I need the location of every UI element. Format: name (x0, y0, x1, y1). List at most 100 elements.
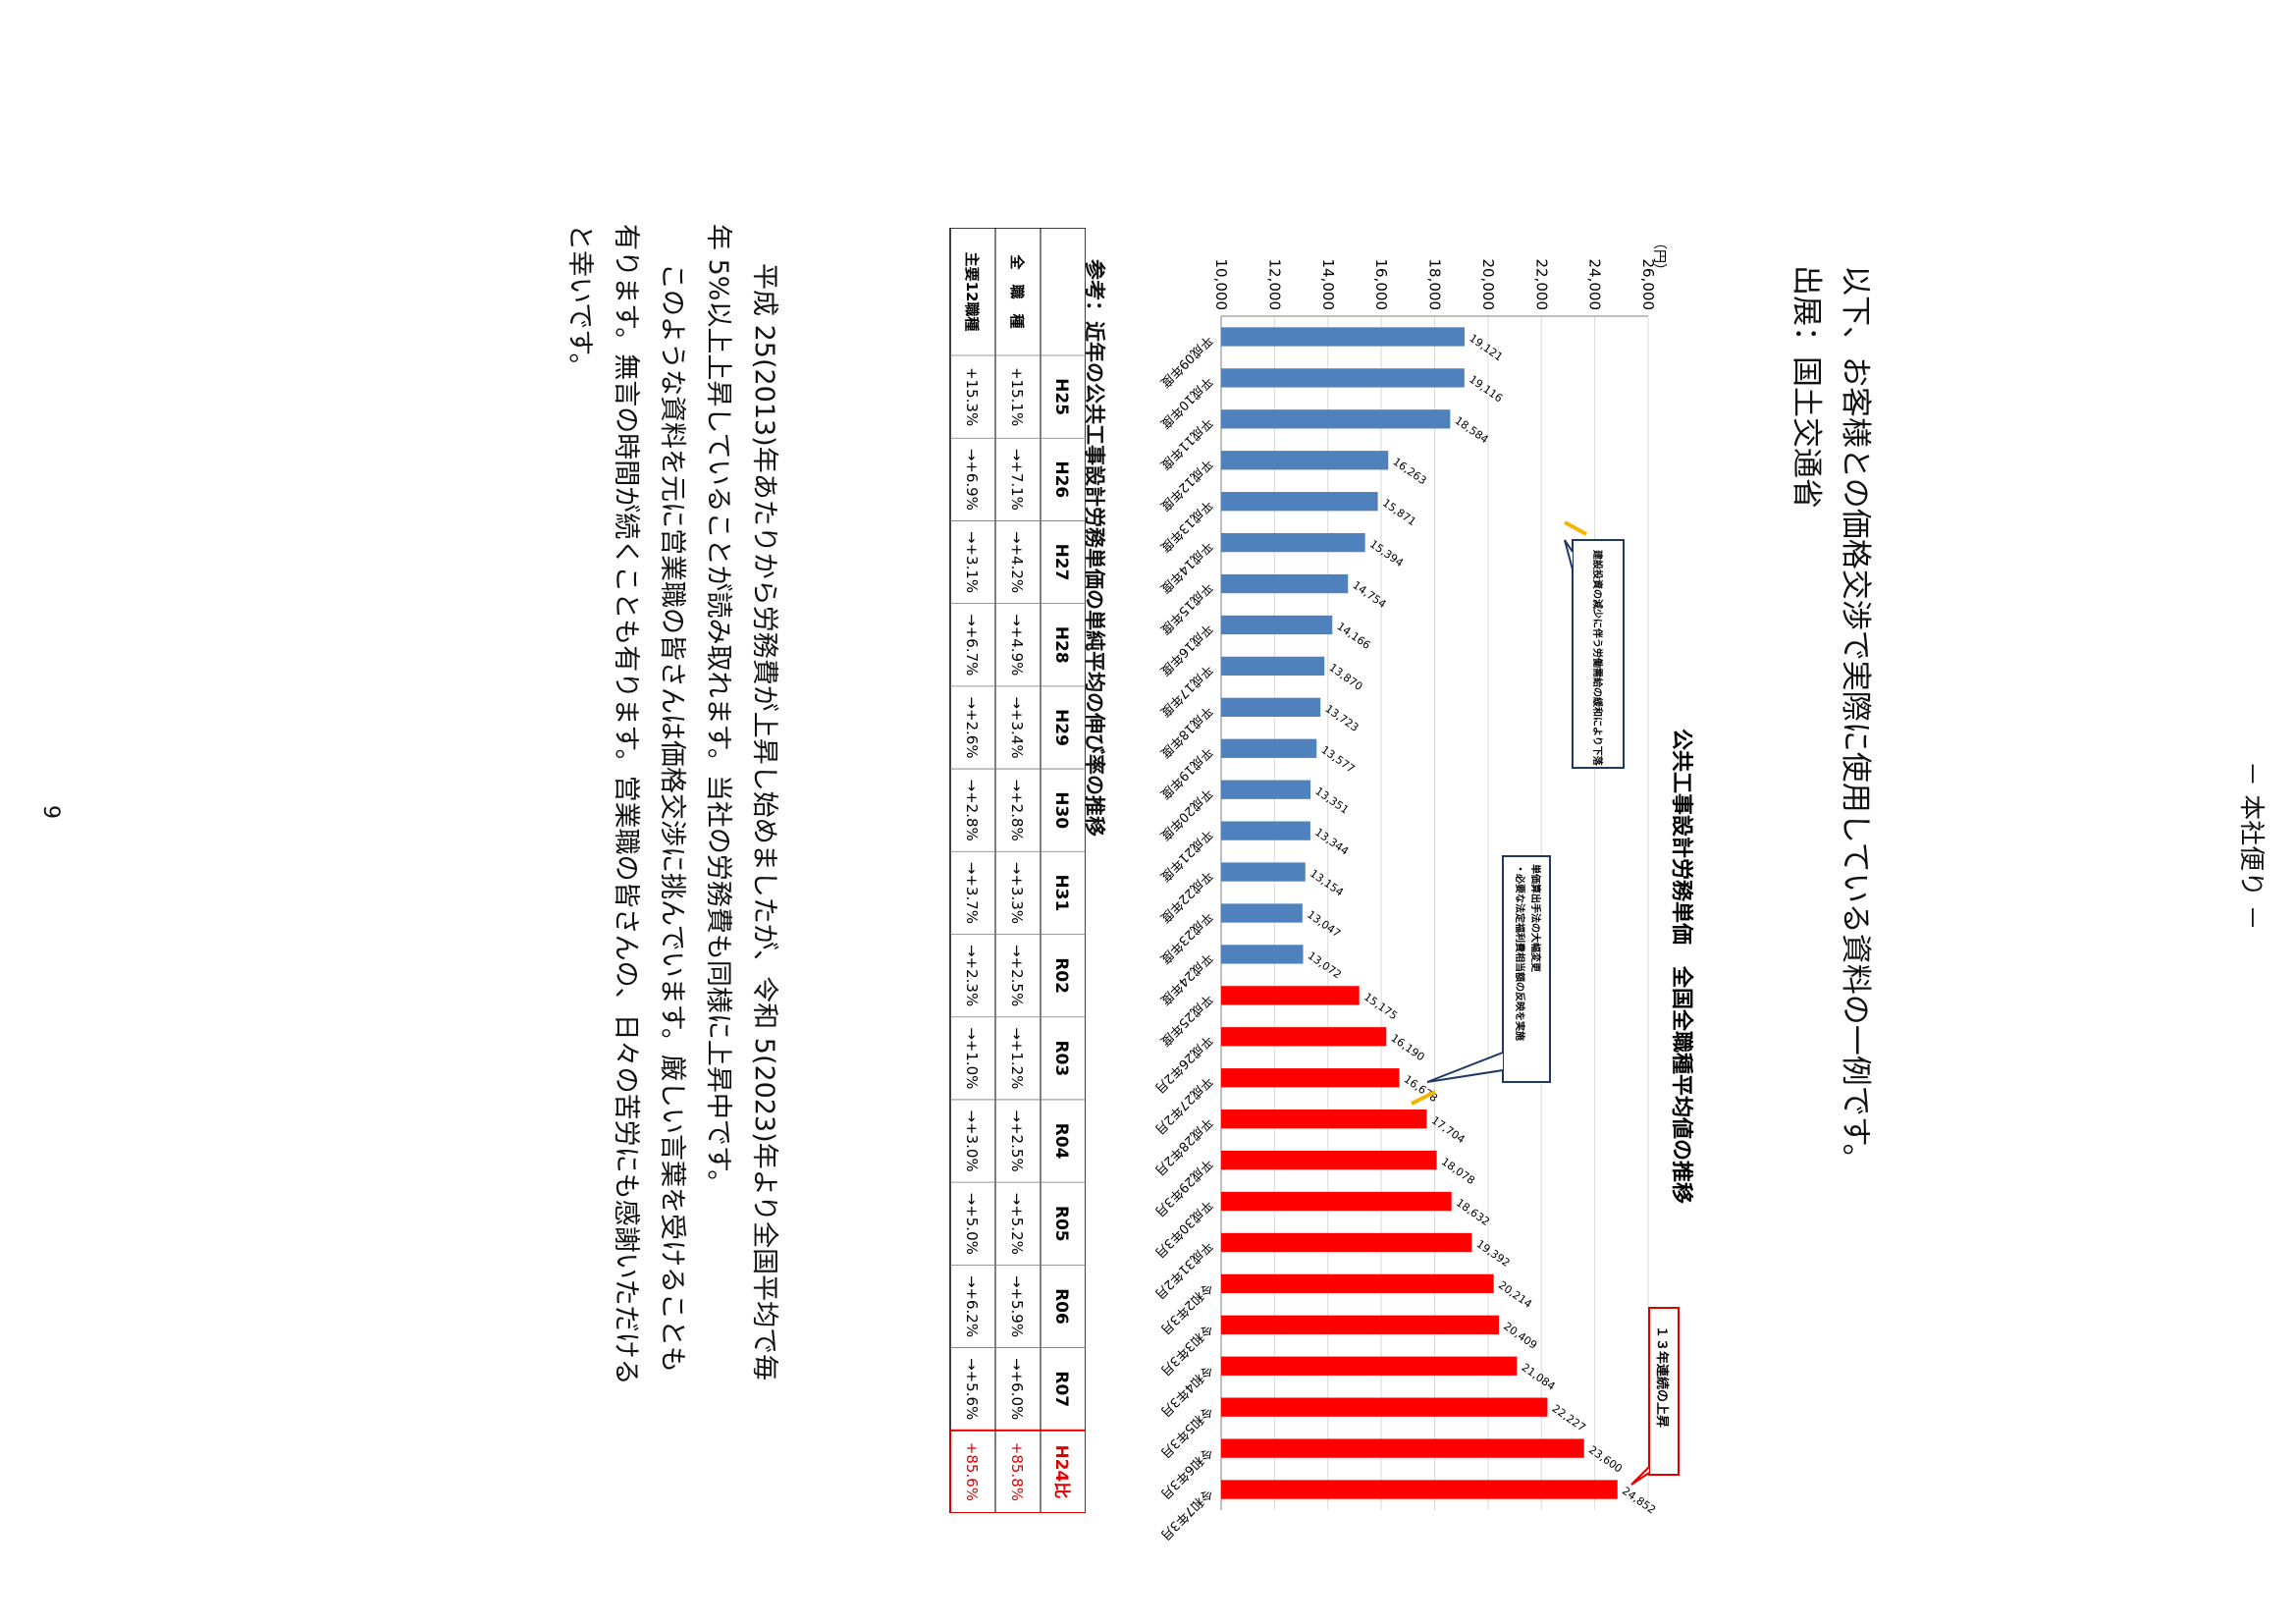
chart-y-unit-label: （円） (1651, 236, 1667, 277)
chart-rotated-group: 公共工事設計労務単価 全国全職種平均値の推移 （円） 10,000 12,000 14,… (1151, 236, 1694, 1543)
chart-bar (1220, 697, 1321, 717)
y-tick-label: 16,000 (1372, 259, 1390, 311)
chart-bar (1221, 1273, 1494, 1294)
chart-bar (1220, 1480, 1618, 1499)
table-cell: →+5.2% (1008, 1193, 1026, 1255)
bar-value-label: 18,632 (1454, 1196, 1492, 1228)
y-tick-label: 18,000 (1426, 259, 1444, 311)
chart-bar (1221, 1110, 1427, 1129)
table-cell: →+2.5% (1008, 945, 1026, 1006)
bar-value-label: 22,227 (1550, 1402, 1588, 1435)
bar-value-label: 24,852 (1620, 1485, 1658, 1517)
source-text: 出展：国土交通省 (1789, 265, 1824, 509)
bar-value-label: 19,392 (1474, 1237, 1513, 1270)
table-cell: →+6.7% (963, 614, 981, 676)
table-header-cell: R02 (1051, 957, 1071, 994)
chart-bar (1221, 1027, 1387, 1047)
annotation-callout: 単価算出手法の大幅変更・必要な法定福利費相当額の反映を実施 (1411, 855, 1551, 1106)
table-header-cell: H25 (1051, 378, 1071, 415)
annotation-pointer (1564, 539, 1574, 570)
table-cell: →+3.0% (963, 1110, 981, 1171)
chart-bar (1221, 1150, 1437, 1170)
annotation-box (1648, 1307, 1680, 1476)
y-tick-label: 20,000 (1479, 259, 1497, 311)
chart-bar (1221, 1191, 1452, 1212)
bar-value-label: 21,084 (1520, 1361, 1558, 1393)
annotation-text: ・必要な法定福利費相当額の反映を実施 (1514, 864, 1526, 1041)
chart-bar (1221, 862, 1306, 882)
table-header-cell: R04 (1051, 1123, 1071, 1160)
y-tick-label: 14,000 (1319, 259, 1337, 311)
table-cell: +85.8% (1008, 1442, 1026, 1501)
bar-value-label: 14,754 (1351, 578, 1389, 611)
bar-value-label: 14,166 (1335, 620, 1373, 652)
labor-cost-chart: 公共工事設計労務単価 全国全職種平均値の推移 （円） 10,000 12,000 14,… (950, 228, 1712, 1549)
table-cell: →+5.0% (963, 1193, 981, 1255)
bar-value-label: 13,072 (1306, 949, 1344, 982)
body-paragraph-line: 有ります。無言の時間が続くことも有ります。営業職の皆さんの、日々の苦労にも感謝い… (611, 224, 641, 1385)
chart-svg: 公共工事設計労務単価 全国全職種平均値の推移 （円） 10,000 12,000 14,… (1151, 236, 1694, 1543)
chart-bar (1221, 1356, 1518, 1376)
bar-value-label: 13,870 (1326, 661, 1364, 693)
chart-bar (1221, 986, 1360, 1005)
table-cell: →+3.7% (963, 862, 981, 924)
chart-bar (1221, 573, 1349, 594)
chart-bar (1221, 368, 1465, 388)
y-tick-label: 26,000 (1639, 259, 1657, 311)
bar-value-label: 19,116 (1467, 373, 1505, 406)
bar-value-label: 23,600 (1586, 1443, 1625, 1476)
annotation-callout: 建設投資の減少に伴う労働需給の緩和により下落 (1564, 520, 1625, 769)
table-cell: →+3.3% (1008, 862, 1026, 924)
bar-value-label: 20,214 (1496, 1278, 1534, 1311)
chart-bar (1221, 656, 1325, 677)
chart-bar (1221, 780, 1311, 799)
chart-bar (1221, 327, 1465, 347)
table-cell: →+5.6% (963, 1358, 981, 1420)
table-cell: →+3.4% (1008, 696, 1026, 758)
annotation-arrow-icon (1564, 520, 1587, 536)
annotation-box (1572, 539, 1625, 769)
annotation-text: １３年連続の上昇 (1654, 1326, 1670, 1428)
annotation-text: 単価算出手法の大幅変更 (1529, 864, 1542, 973)
chart-bar (1221, 409, 1451, 429)
table-cell: →+2.5% (1008, 1110, 1026, 1171)
table-cell: →+1.0% (963, 1027, 981, 1089)
bar-value-label: 13,577 (1319, 743, 1358, 776)
table-header-cell: H27 (1051, 544, 1071, 581)
bar-value-label: 13,047 (1305, 908, 1343, 941)
table-caption: 参考：近年の公共工事設計労務単価の単純平均の伸び率の推移 (1083, 259, 1106, 837)
body-paragraph-line: と幸いです。 (564, 224, 595, 380)
table-header-cell: R07 (1051, 1371, 1071, 1407)
page-header-title: － 本社便り － (2236, 761, 2266, 931)
bar-value-label: 13,344 (1312, 826, 1351, 858)
table-cell: +15.1% (1008, 367, 1026, 426)
growth-rate-table: H25 H26 H27 H28 H29 H30 H31 R02 R03 R04 R05 R06 R07 H… (948, 227, 1087, 1515)
table-cell: →+4.9% (1008, 614, 1026, 676)
table-cell: →+2.6% (963, 696, 981, 758)
bar-value-label: 15,871 (1380, 496, 1418, 528)
table-cell: +15.3% (963, 367, 981, 426)
annotation-pointer (1426, 1052, 1504, 1083)
chart-bar (1221, 1315, 1499, 1334)
table-cell: →+6.2% (963, 1275, 981, 1337)
chart-bar (1221, 1397, 1548, 1417)
chart-bar (1221, 532, 1365, 553)
table-cell: →+2.3% (963, 945, 981, 1006)
table-cell: →+1.2% (1008, 1027, 1026, 1089)
table-header-cell: H29 (1051, 709, 1071, 746)
table-cell: +85.6% (963, 1442, 981, 1501)
table-svg: H25 H26 H27 H28 H29 H30 H31 R02 R03 R04 R05 R06 R07 H… (949, 227, 1087, 1515)
table-cell: →+2.8% (963, 780, 981, 841)
chart-title: 公共工事設計労務単価 全国全職種平均値の推移 (1669, 729, 1694, 1204)
annotation-callout: １３年連続の上昇 (1630, 1307, 1680, 1486)
table-rotated-group: H25 H26 H27 H28 H29 H30 H31 R02 R03 R04 R05 R06 R07 H… (949, 227, 1087, 1515)
bar-value-label: 20,409 (1501, 1320, 1539, 1352)
table-cell: 主要12職種 (963, 252, 981, 332)
body-paragraph-line: このような資料を元に営業職の皆さんは価格交渉に挑んでいます。厳しい言葉を受けるこ… (657, 263, 687, 1373)
chart-bar (1221, 738, 1317, 758)
table-cell: →+2.8% (1008, 780, 1026, 841)
chart-bar (1221, 1438, 1584, 1458)
chart-bar (1221, 615, 1333, 635)
table-cell: →+6.9% (963, 449, 981, 511)
annotation-box (1502, 855, 1551, 1083)
